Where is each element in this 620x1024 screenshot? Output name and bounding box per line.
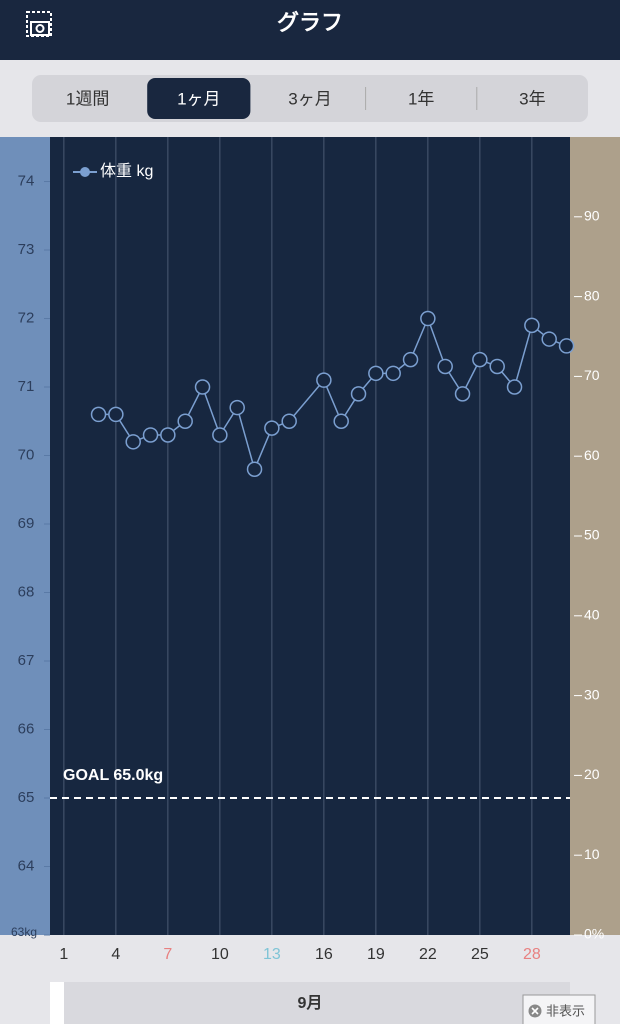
x-tick-label: 4 [111, 946, 120, 963]
tab[interactable]: 1年 [408, 89, 434, 108]
y2-tick-label: 80 [584, 287, 600, 303]
x-tick-label: 19 [367, 946, 385, 963]
tab[interactable]: 3ヶ月 [288, 89, 331, 108]
x-tick-label: 10 [211, 946, 229, 963]
goal-label: GOAL 65.0kg [63, 767, 163, 784]
y2-tick-label: 50 [584, 527, 600, 543]
y2-tick-label: 60 [584, 447, 600, 463]
y-tick-label: 69 [18, 515, 35, 532]
point [177, 413, 193, 430]
point [541, 331, 557, 347]
point [472, 351, 488, 368]
y-tick-label: 66 [18, 720, 35, 737]
point [142, 427, 159, 443]
y2-tick-label: 90 [584, 208, 600, 224]
point [368, 365, 384, 382]
point [437, 358, 453, 375]
month-label: 9月 [298, 994, 323, 1012]
y-tick-label: 68 [18, 583, 35, 600]
point [402, 351, 419, 368]
x-tick-label: 1 [59, 946, 68, 963]
top-bar [0, 0, 620, 60]
y2-tick-label: 70 [584, 367, 600, 383]
y2-tick-label: 10 [584, 846, 600, 862]
point [160, 427, 176, 443]
y2-tick-label: 40 [584, 607, 600, 623]
point [246, 461, 263, 477]
camera-button[interactable] [26, 11, 52, 37]
y-tick-label: 64 [18, 857, 35, 874]
point [316, 372, 332, 388]
point [281, 413, 297, 430]
y-tick-label: 65 [18, 789, 35, 806]
point [558, 338, 575, 354]
hide-button-label: 非表示 [546, 1003, 585, 1018]
page-title: グラフ [277, 10, 343, 35]
point [194, 379, 211, 395]
point [333, 413, 349, 430]
tab-selected [147, 78, 251, 119]
month-bar-edge [50, 982, 64, 1024]
point [108, 406, 124, 423]
y-tick-label: 72 [18, 309, 35, 326]
month-bar [64, 982, 570, 1024]
y-tick-label: 73 [18, 241, 35, 258]
legend-marker [80, 167, 90, 177]
y-tick-label: 74 [18, 172, 35, 189]
y-tick-label: 70 [18, 446, 35, 463]
y-tick-label: 71 [18, 378, 35, 395]
hide-icon-x [531, 1007, 539, 1015]
plot-area [50, 137, 570, 935]
left-axis-strip [0, 137, 50, 935]
y-tick-label: 67 [18, 652, 35, 669]
x-tick-label: 7 [163, 946, 172, 963]
x-tick-label: 28 [523, 946, 541, 963]
x-tick-label: 13 [263, 946, 281, 963]
point [212, 427, 228, 443]
point [264, 420, 280, 436]
legend-label: 体重 kg [100, 162, 153, 180]
y-tick-label: 63kg [11, 925, 37, 939]
point [125, 434, 141, 450]
x-tick-label: 16 [315, 946, 333, 963]
point [454, 386, 471, 402]
point [420, 310, 436, 327]
tab[interactable]: 1週間 [66, 89, 109, 108]
y2-tick-label: 20 [584, 766, 600, 782]
y2-tick-label: 30 [584, 686, 600, 702]
point [90, 406, 107, 423]
point [385, 365, 401, 382]
x-tick-label: 22 [419, 946, 437, 963]
tab[interactable]: 1ヶ月 [177, 89, 220, 108]
tab[interactable]: 3年 [519, 89, 545, 108]
point [506, 379, 523, 395]
point [489, 358, 505, 375]
point [524, 317, 540, 334]
point [229, 399, 245, 416]
y2-tick-label: 0% [584, 926, 604, 942]
x-tick-label: 25 [471, 946, 489, 963]
point [350, 386, 367, 402]
